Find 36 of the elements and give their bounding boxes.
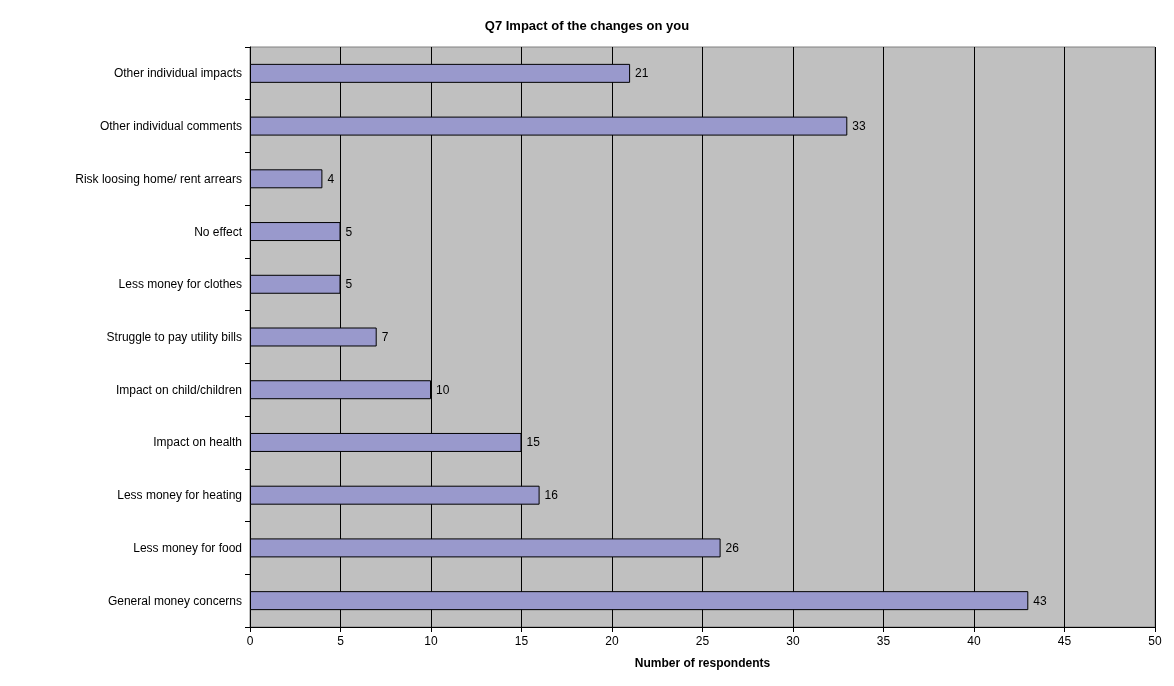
data-label: 15 bbox=[526, 435, 541, 450]
x-tick-label: 10 bbox=[424, 634, 438, 648]
data-label: 33 bbox=[852, 119, 866, 134]
y-tick-label: Risk loosing home/ rent arrears bbox=[75, 171, 242, 186]
x-tick-label: 40 bbox=[967, 634, 981, 648]
y-tick-label: Struggle to pay utility bills bbox=[106, 330, 242, 344]
x-tick-label: 45 bbox=[1057, 634, 1072, 648]
y-tick-label: Less money for food bbox=[133, 540, 242, 555]
data-label: 21 bbox=[635, 66, 649, 81]
x-tick-label: 20 bbox=[605, 634, 619, 648]
y-tick-label: Impact on child/children bbox=[115, 382, 242, 397]
data-label: 16 bbox=[544, 488, 559, 503]
x-axis-title: Number of respondents bbox=[634, 656, 771, 670]
x-tick-label: 50 bbox=[1148, 634, 1162, 648]
data-label: 10 bbox=[436, 382, 450, 397]
y-tick-label: Less money for clothes bbox=[118, 277, 242, 292]
data-label: 7 bbox=[381, 330, 389, 344]
data-label: 5 bbox=[345, 277, 353, 292]
x-tick-label: 35 bbox=[876, 634, 891, 648]
y-tick-label: Other individual impacts bbox=[113, 66, 242, 81]
data-label: 43 bbox=[1033, 593, 1047, 608]
y-tick-label: General money concerns bbox=[107, 593, 242, 608]
y-tick-label: Impact on health bbox=[153, 435, 242, 450]
x-tick-label: 30 bbox=[786, 634, 800, 648]
y-tick-label: Less money for heating bbox=[117, 488, 242, 503]
x-tick-label: 25 bbox=[695, 634, 710, 648]
data-label: 26 bbox=[725, 540, 740, 555]
data-label: 4 bbox=[327, 171, 335, 186]
x-tick-label: 0 bbox=[246, 634, 254, 648]
bar bbox=[250, 169, 323, 189]
data-label: 5 bbox=[345, 224, 353, 239]
y-tick-label: Other individual comments bbox=[99, 119, 242, 134]
x-tick-label: 5 bbox=[337, 634, 345, 648]
y-tick-label: No effect bbox=[194, 224, 243, 239]
x-tick-label: 15 bbox=[514, 634, 529, 648]
chart-title: Q7 Impact of the changes on you bbox=[484, 18, 690, 33]
